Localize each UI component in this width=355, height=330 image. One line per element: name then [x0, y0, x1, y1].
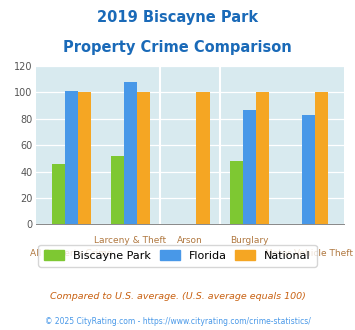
Bar: [65, 91, 78, 224]
Text: All Property Crime: All Property Crime: [30, 249, 113, 258]
Bar: [111, 156, 124, 224]
Text: © 2025 CityRating.com - https://www.cityrating.com/crime-statistics/: © 2025 CityRating.com - https://www.city…: [45, 317, 310, 326]
Bar: [78, 92, 91, 224]
Text: Arson: Arson: [177, 236, 203, 245]
Bar: [137, 92, 150, 224]
Text: Compared to U.S. average. (U.S. average equals 100): Compared to U.S. average. (U.S. average …: [50, 292, 305, 301]
Bar: [302, 115, 315, 224]
Text: Property Crime Comparison: Property Crime Comparison: [63, 40, 292, 54]
Bar: [230, 161, 243, 224]
Bar: [315, 92, 328, 224]
Text: Larceny & Theft: Larceny & Theft: [94, 236, 166, 245]
Text: Burglary: Burglary: [230, 236, 269, 245]
Bar: [256, 92, 269, 224]
Bar: [124, 82, 137, 224]
Bar: [196, 92, 209, 224]
Bar: [243, 110, 256, 224]
Legend: Biscayne Park, Florida, National: Biscayne Park, Florida, National: [38, 245, 317, 267]
Text: Motor Vehicle Theft: Motor Vehicle Theft: [265, 249, 353, 258]
Text: 2019 Biscayne Park: 2019 Biscayne Park: [97, 10, 258, 25]
Bar: [51, 164, 65, 224]
